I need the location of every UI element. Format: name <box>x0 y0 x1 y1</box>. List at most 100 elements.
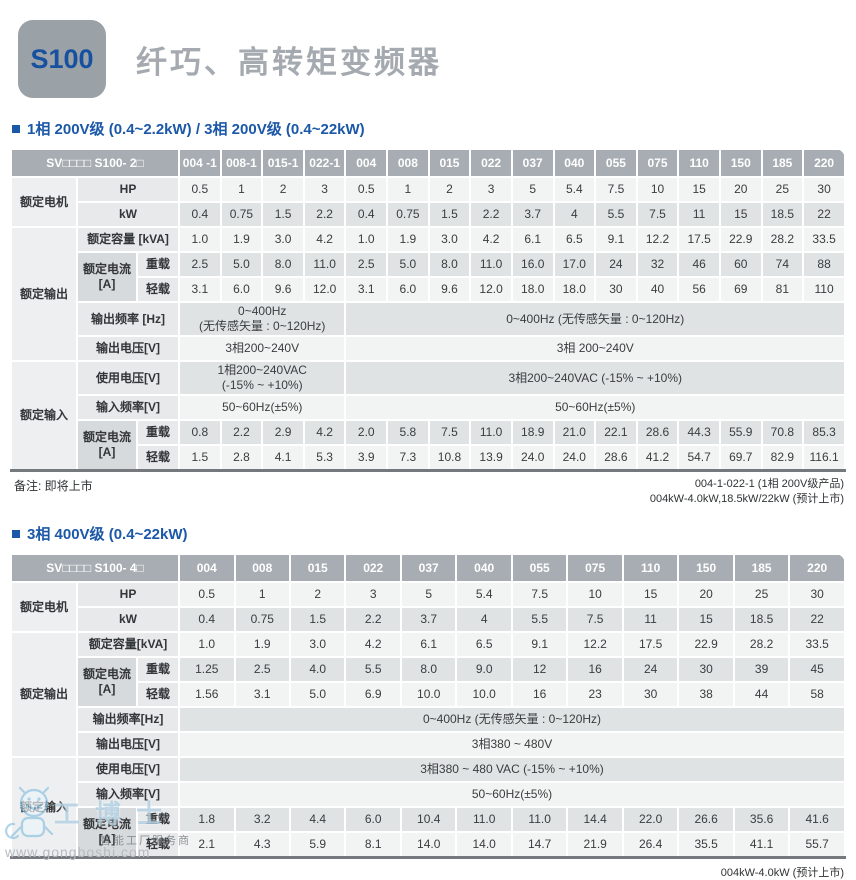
column-header: 185 <box>760 148 805 178</box>
value-cell: 4.4 <box>288 806 347 834</box>
value-cell: 15 <box>677 606 735 634</box>
subrow-label: 重载 <box>135 656 181 684</box>
value-cell: 7.5 <box>566 606 624 634</box>
value-cell: 8.0 <box>399 656 458 684</box>
section-label: 额定输出 <box>10 226 78 362</box>
value-cell: 3 <box>302 176 347 203</box>
value-cell: 69.7 <box>718 444 763 471</box>
column-header: 110 <box>677 148 721 178</box>
merged-value-cell: 50~60Hz(±5%) <box>178 394 347 421</box>
value-cell: 116.1 <box>802 444 846 471</box>
value-cell: 13.9 <box>469 444 513 471</box>
value-cell: 5.0 <box>219 251 264 278</box>
table-model-header: SV□□□□ S100- 2□ <box>9 148 181 178</box>
value-cell: 30 <box>594 276 638 303</box>
value-cell: 4.1 <box>261 444 305 471</box>
value-cell: 1.5 <box>427 201 472 228</box>
value-cell: 38 <box>677 681 735 709</box>
value-cell: 3.0 <box>427 226 472 253</box>
value-cell: 26.4 <box>621 831 680 859</box>
value-cell: 2 <box>427 176 472 203</box>
value-cell: 35.6 <box>732 806 791 834</box>
column-header: 022 <box>469 148 513 178</box>
value-cell: 32 <box>635 251 680 278</box>
value-cell: 1.5 <box>178 444 222 471</box>
value-cell: 1 <box>219 176 264 203</box>
value-cell: 1.0 <box>178 631 236 659</box>
value-cell: 10.0 <box>399 681 458 709</box>
value-cell: 11.0 <box>510 806 569 834</box>
value-cell: 30 <box>677 656 735 684</box>
value-cell: 3.1 <box>178 276 222 303</box>
value-cell: 4 <box>552 201 597 228</box>
value-cell: 4.0 <box>288 656 347 684</box>
value-cell: 45 <box>788 656 846 684</box>
merged-value-cell: 3相200~240VAC (-15% ~ +10%) <box>344 360 846 396</box>
value-cell: 10 <box>566 581 624 609</box>
note-coming-soon: 备注: 即将上市 <box>14 478 93 493</box>
value-cell: 30 <box>788 581 846 609</box>
value-cell: 3.7 <box>510 201 555 228</box>
value-cell: 3.0 <box>288 631 347 659</box>
value-cell: 44 <box>732 681 791 709</box>
value-cell: 11 <box>677 201 721 228</box>
value-cell: 1.9 <box>233 631 291 659</box>
value-cell: 30 <box>621 681 680 709</box>
value-cell: 2.0 <box>344 419 389 446</box>
value-cell: 24 <box>621 656 680 684</box>
table-model-header: SV□□□□ S100- 4□ <box>9 553 181 584</box>
value-cell: 0.75 <box>386 201 430 228</box>
value-cell: 5.5 <box>594 201 638 228</box>
value-cell: 15 <box>621 581 680 609</box>
value-cell: 17.0 <box>552 251 597 278</box>
value-cell: 0.75 <box>233 606 291 634</box>
value-cell: 2.2 <box>219 419 264 446</box>
value-cell: 6.5 <box>455 631 513 659</box>
merged-value-cell: 0~400Hz (无传感矢量 : 0~120Hz) <box>178 301 347 337</box>
value-cell: 1.0 <box>178 226 222 253</box>
column-header: 008 <box>386 148 430 178</box>
value-cell: 8.0 <box>427 251 472 278</box>
row-label: 使用电压[V] <box>75 756 181 784</box>
column-header: 075 <box>566 553 624 584</box>
value-cell: 1.25 <box>178 656 236 684</box>
value-cell: 2.2 <box>302 201 347 228</box>
value-cell: 2 <box>261 176 305 203</box>
table1-footnotes: 004-1-022-1 (1相 200V级产品) 004kW-4.0kW,18.… <box>650 477 844 508</box>
value-cell: 3 <box>469 176 513 203</box>
value-cell: 6.1 <box>510 226 555 253</box>
value-cell: 2.2 <box>469 201 513 228</box>
square-bullet-icon <box>12 125 20 133</box>
column-header: 150 <box>718 148 763 178</box>
value-cell: 1 <box>233 581 291 609</box>
value-cell: 3.0 <box>261 226 305 253</box>
value-cell: 5.0 <box>386 251 430 278</box>
value-cell: 1 <box>386 176 430 203</box>
value-cell: 6.1 <box>399 631 458 659</box>
row-label: 额定电流 [A] <box>76 251 138 303</box>
subrow-label: 轻载 <box>135 831 181 859</box>
row-label: HP <box>75 176 181 203</box>
value-cell: 24.0 <box>552 444 597 471</box>
value-cell: 58 <box>788 681 846 709</box>
value-cell: 28.6 <box>594 444 638 471</box>
value-cell: 3.9 <box>344 444 389 471</box>
column-header: 220 <box>788 553 846 584</box>
value-cell: 2.8 <box>219 444 264 471</box>
column-header: 015-1 <box>261 148 305 178</box>
value-cell: 18.5 <box>732 606 791 634</box>
value-cell: 2.2 <box>344 606 402 634</box>
row-label: 额定电流 [A] <box>76 656 138 709</box>
column-header: 040 <box>552 148 597 178</box>
value-cell: 35.5 <box>677 831 735 859</box>
value-cell: 2 <box>288 581 347 609</box>
value-cell: 69 <box>718 276 763 303</box>
value-cell: 55.7 <box>788 831 846 859</box>
row-label: 输出电压[V] <box>75 731 181 759</box>
merged-value-cell: 3相380 ~ 480 VAC (-15% ~ +10%) <box>178 756 846 784</box>
value-cell: 54.7 <box>677 444 721 471</box>
value-cell: 5.5 <box>510 606 569 634</box>
value-cell: 4.3 <box>233 831 291 859</box>
column-header: 008 <box>233 553 291 584</box>
column-header: 150 <box>677 553 735 584</box>
